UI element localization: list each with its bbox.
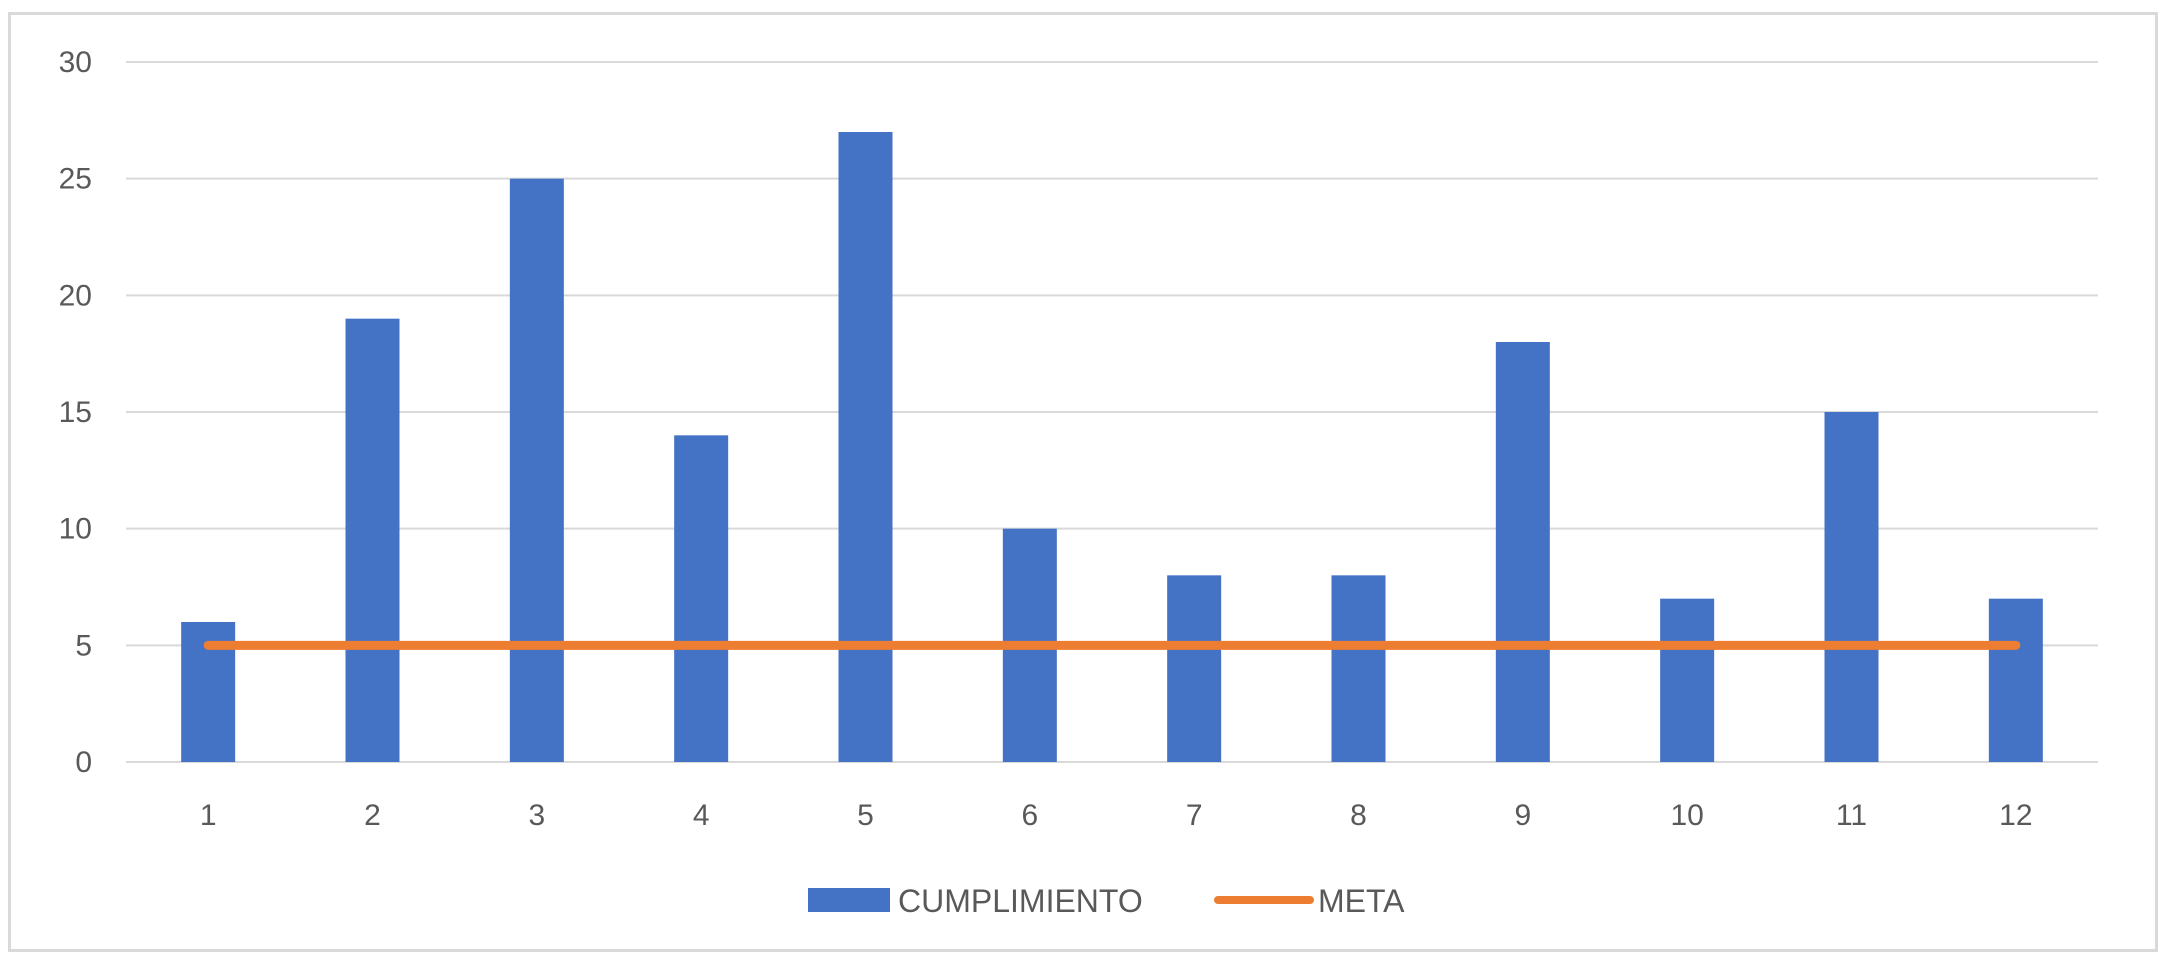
bar-series <box>181 132 2043 762</box>
bar-4 <box>674 435 729 762</box>
y-tick-label: 15 <box>59 396 92 429</box>
y-tick-label: 0 <box>75 746 92 779</box>
x-tick-label: 11 <box>1836 799 1867 832</box>
bar-5 <box>838 132 893 762</box>
bar-9 <box>1495 342 1550 762</box>
gridlines <box>126 61 2098 763</box>
x-tick-label: 1 <box>200 799 217 832</box>
bar-7 <box>1167 575 1222 762</box>
bar-10 <box>1660 598 1715 762</box>
x-tick-label: 6 <box>1021 799 1038 832</box>
y-tick-label: 30 <box>59 46 92 79</box>
legend-label-cumplimiento: CUMPLIMIENTO <box>898 883 1143 919</box>
x-tick-label: 7 <box>1186 799 1203 832</box>
bar-11 <box>1824 412 1879 762</box>
bar-12 <box>1988 598 2043 762</box>
legend-swatch-cumplimiento <box>808 888 890 912</box>
x-tick-label: 5 <box>857 799 874 832</box>
x-axis-ticks: 1 2 3 4 5 6 7 8 9 10 11 12 <box>200 799 2033 832</box>
x-tick-label: 12 <box>1999 799 2032 832</box>
y-tick-label: 25 <box>59 163 92 196</box>
x-tick-label: 8 <box>1350 799 1367 832</box>
legend: CUMPLIMIENTO META <box>808 883 1405 919</box>
x-tick-label: 9 <box>1514 799 1531 832</box>
y-tick-label: 20 <box>59 279 92 312</box>
x-tick-label: 3 <box>528 799 545 832</box>
x-tick-label: 10 <box>1670 799 1703 832</box>
y-tick-label: 5 <box>75 629 92 662</box>
bar-8 <box>1331 575 1386 762</box>
x-tick-label: 4 <box>693 799 710 832</box>
y-tick-label: 10 <box>59 513 92 546</box>
bar-3 <box>509 178 564 762</box>
y-axis-ticks: 0 5 10 15 20 25 30 <box>59 46 92 779</box>
legend-label-meta: META <box>1318 883 1405 919</box>
x-tick-label: 2 <box>364 799 381 832</box>
bar-2 <box>345 318 400 762</box>
